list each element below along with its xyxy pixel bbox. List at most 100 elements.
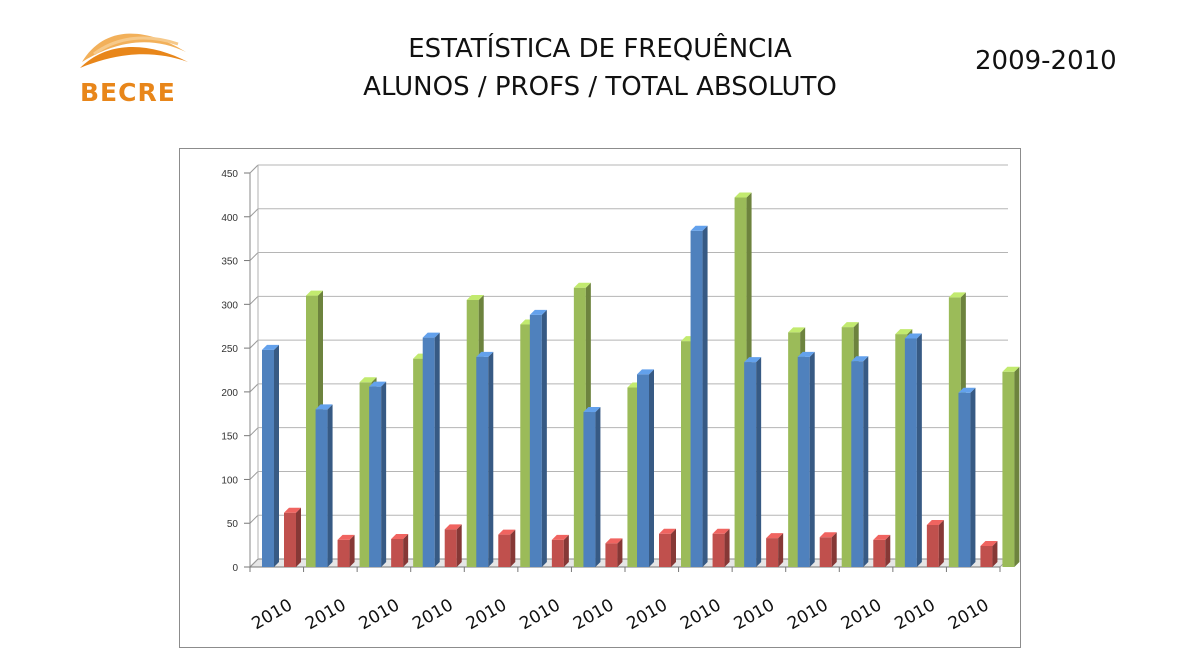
bar-top — [873, 534, 891, 540]
y-tick-label: 200 — [221, 388, 238, 399]
y-tick-label: 450 — [221, 169, 238, 180]
bar-front — [766, 538, 779, 567]
bar-side — [349, 534, 355, 567]
bar-front — [444, 529, 457, 567]
bar-front — [1002, 371, 1015, 567]
bar — [369, 381, 387, 567]
bar-front — [583, 412, 596, 567]
bar-side — [510, 529, 516, 567]
bar-front — [904, 338, 917, 567]
bar-front — [369, 386, 382, 567]
bar-top — [262, 344, 279, 350]
bar-side — [916, 333, 922, 567]
bar — [315, 404, 333, 567]
bar-top — [466, 294, 484, 300]
y-tick-label: 50 — [227, 519, 239, 530]
bar-side — [885, 534, 891, 567]
x-tick-label: 2010 — [784, 595, 831, 634]
bar — [744, 357, 762, 567]
bar — [605, 538, 623, 567]
title-line-1: ESTATÍSTICA DE FREQUÊNCIA — [408, 34, 792, 64]
bar-front — [958, 392, 971, 567]
bar-top — [788, 327, 806, 333]
gridline-depth — [249, 383, 259, 393]
bar-front — [788, 332, 801, 567]
bar-side — [863, 356, 869, 567]
bar-front — [926, 524, 939, 567]
gridline-depth — [249, 252, 259, 261]
gridline-depth — [249, 471, 259, 480]
bar-side — [595, 407, 601, 567]
gridline-depth — [249, 558, 259, 568]
bar-side — [563, 534, 569, 567]
bar-side — [992, 540, 998, 567]
bar-top — [895, 329, 913, 335]
bar-top — [744, 357, 762, 363]
becre-logo: BECRE — [74, 22, 194, 110]
bar-front — [391, 538, 404, 567]
bar-side — [756, 357, 762, 567]
bar-front — [315, 409, 328, 567]
bar-side — [617, 538, 623, 567]
bar-top — [337, 534, 355, 540]
bar-side — [403, 533, 409, 567]
bar-side — [671, 528, 676, 567]
x-tick-label: 2010 — [516, 595, 563, 634]
bar-front — [980, 545, 993, 567]
bar-front — [819, 537, 832, 567]
bar-front — [744, 362, 757, 567]
bar-side — [778, 533, 784, 567]
page-title: ESTATÍSTICA DE FREQUÊNCIA ALUNOS / PROFS… — [300, 30, 900, 106]
bar-top — [498, 529, 516, 535]
bar-top — [551, 534, 569, 540]
bar-side — [1014, 366, 1020, 567]
bar-front — [337, 539, 350, 567]
bar-top — [306, 290, 323, 296]
bar-front — [498, 534, 511, 567]
bar-top — [637, 369, 654, 375]
bar-side — [274, 344, 279, 567]
bar-front — [659, 533, 671, 567]
bar — [659, 528, 676, 567]
bar — [1002, 366, 1020, 567]
bar-side — [488, 351, 494, 567]
bar — [958, 387, 976, 567]
bar-top — [444, 524, 462, 530]
bar-front — [413, 358, 426, 567]
bar-top — [766, 533, 784, 539]
bar-front — [712, 533, 725, 567]
bar-side — [831, 532, 837, 567]
bar — [766, 533, 784, 567]
bar-front — [466, 299, 479, 567]
bar — [712, 528, 730, 567]
bar-top — [958, 387, 976, 393]
bar-top — [712, 528, 730, 534]
bar-front — [306, 295, 318, 567]
gridline-depth — [249, 164, 259, 174]
bar — [873, 534, 891, 567]
gridline-depth — [249, 339, 259, 349]
bar-top — [315, 404, 333, 410]
bar — [444, 524, 462, 567]
bar — [284, 507, 301, 567]
bar-top — [841, 322, 859, 328]
bar-top — [422, 332, 440, 338]
bar — [926, 519, 944, 567]
gridline-depth — [249, 427, 259, 437]
bar-top — [573, 282, 591, 288]
bar-front — [948, 297, 961, 567]
bar-top — [605, 538, 623, 544]
bar-front — [573, 287, 586, 567]
bar-top — [529, 309, 547, 315]
bar-side — [724, 528, 730, 567]
bar-front — [681, 341, 693, 567]
x-tick-label: 2010 — [570, 595, 617, 634]
bar-top — [819, 532, 837, 538]
bar-top — [734, 192, 752, 198]
logo-swoosh-icon — [80, 33, 188, 68]
bar-side — [434, 332, 440, 567]
bar-top — [659, 528, 676, 534]
bar-side — [296, 507, 301, 567]
gridline-depth — [249, 295, 259, 305]
